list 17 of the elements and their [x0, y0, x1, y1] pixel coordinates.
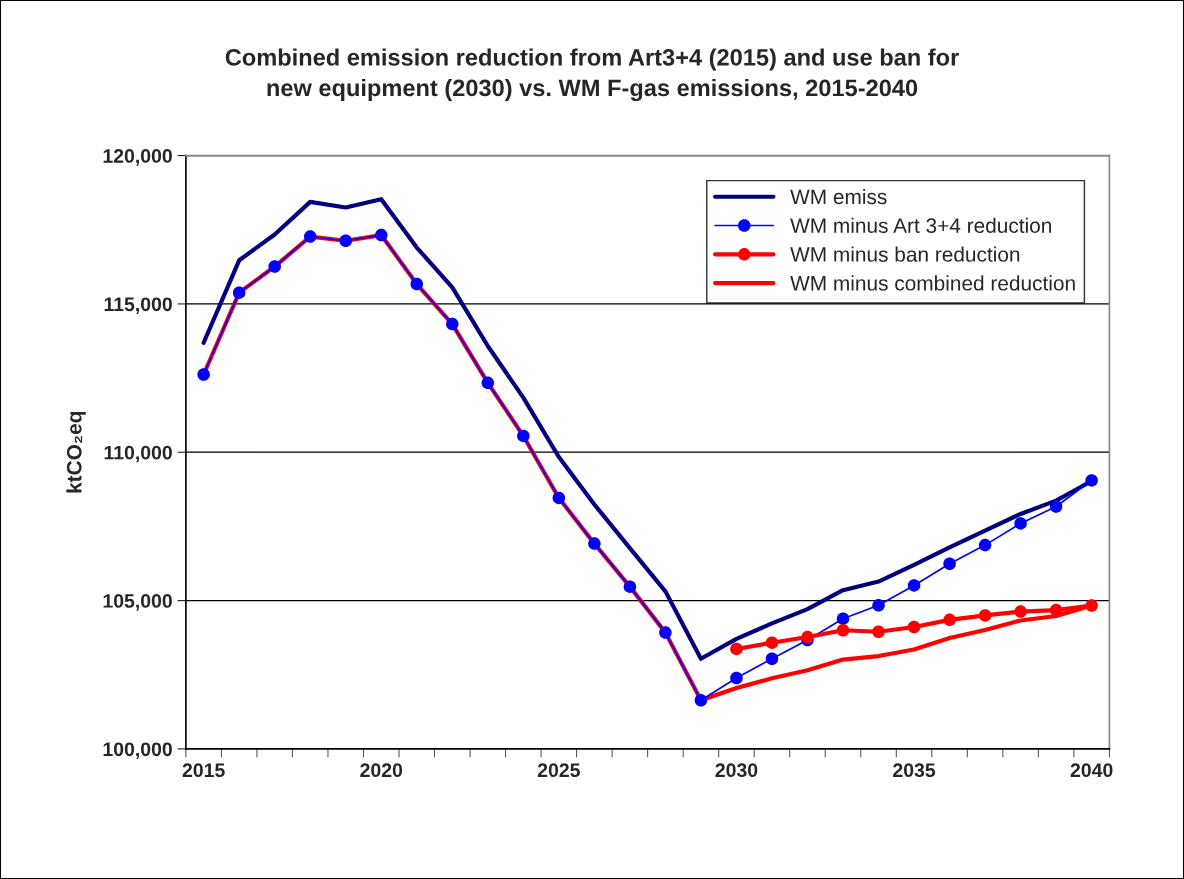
x-tick-label: 2040 — [1070, 763, 1113, 778]
chart-title: Combined emission reduction from Art3+4 (2015) and use ban for new equipment (2030) vs. WM F-gas emissions, 2015-2040 — [225, 48, 959, 102]
y-tick-label: 110,000 — [104, 445, 172, 463]
y-tick-label: 100,000 — [103, 742, 172, 759]
y-tick-label: 120,000 — [103, 149, 172, 166]
y-tick-label: 115,000 — [104, 297, 172, 314]
legend-label: WM minus combined reduction — [790, 275, 1075, 291]
x-tick-label: 2015 — [182, 763, 225, 778]
x-tick-label: 2035 — [893, 763, 936, 778]
legend-label: WM minus Art 3+4 reduction — [790, 217, 1052, 234]
x-tick-label: 2020 — [360, 763, 403, 778]
legend-label: WM emiss — [790, 188, 887, 205]
y-axis-title: ktCO₂eq — [66, 411, 86, 493]
x-tick-label: 2030 — [715, 763, 758, 778]
y-tick-label: 105,000 — [103, 594, 172, 611]
legend-label: WM minus ban reduction — [790, 246, 1020, 262]
x-tick-label: 2025 — [537, 763, 580, 778]
